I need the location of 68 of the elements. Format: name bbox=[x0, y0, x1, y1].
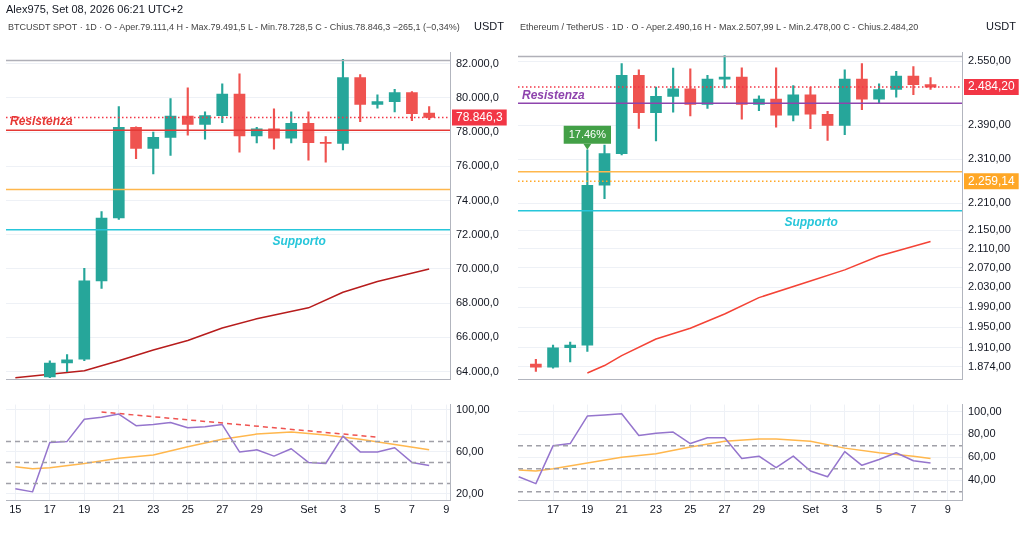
y-axis-title: USDT bbox=[474, 20, 504, 32]
x-tick-label: 15 bbox=[9, 503, 22, 516]
y-tick-label: 74.000,0 bbox=[456, 193, 499, 206]
x-tick-label: 19 bbox=[581, 503, 594, 516]
chart-title: Ethereum / TetherUS · 1D · O - Aper.2.490,16 H - Max.2.507,99 L - Min.2.478,00 C - Chius.2.484,20 bbox=[520, 22, 919, 32]
y-tick-label: 100,00 bbox=[968, 404, 1002, 417]
y-tick-label: 100,00 bbox=[456, 402, 490, 415]
x-tick-label: 29 bbox=[250, 503, 263, 516]
y-tick-label: 2.210,00 bbox=[968, 196, 1011, 209]
y-tick-label: 78.000,0 bbox=[456, 125, 499, 138]
y-tick-label: 76.000,0 bbox=[456, 159, 499, 172]
x-tick-label: 7 bbox=[408, 503, 415, 516]
y-tick-label: 80.000,0 bbox=[456, 90, 499, 103]
x-tick-label: 9 bbox=[944, 503, 951, 516]
y-tick-label: 60,00 bbox=[456, 444, 484, 457]
x-tick-label: 19 bbox=[78, 503, 91, 516]
x-tick-label: 21 bbox=[615, 503, 628, 516]
y-tick-label: 1.990,00 bbox=[968, 300, 1011, 313]
x-tick-label: 23 bbox=[649, 503, 663, 516]
text: Alex975, Set 08, 2026 06:21 UTC+2 bbox=[6, 3, 184, 15]
y-tick-label: 2.310,00 bbox=[968, 152, 1011, 165]
x-tick-label: 3 bbox=[841, 503, 848, 516]
y-tick-label: 40,00 bbox=[968, 473, 996, 486]
ref-line-label: Resistenza bbox=[522, 87, 586, 102]
y-tick-label: 70.000,0 bbox=[456, 262, 499, 275]
y-tick-label: 1.950,00 bbox=[968, 320, 1011, 333]
x-tick-label: 23 bbox=[147, 503, 160, 516]
y-tick-label: 2.390,00 bbox=[968, 118, 1011, 131]
x-tick-label: 27 bbox=[216, 503, 229, 516]
ref-line-label: 78.846,3 bbox=[456, 109, 504, 124]
x-tick-label: 29 bbox=[752, 503, 766, 516]
x-tick-label: 17 bbox=[546, 503, 560, 516]
y-tick-label: 60,00 bbox=[968, 450, 996, 463]
y-tick-label: 2.110,00 bbox=[968, 242, 1011, 255]
x-tick-label: 21 bbox=[112, 503, 125, 516]
y-tick-label: 20,00 bbox=[456, 487, 484, 499]
chart-title: BTCUSDT SPOT · 1D · O - Aper.79.111,4 H - Max.79.491,5 L - Min.78.728,5 C - Chius.78.846,3 −265,1 (−0,34%) bbox=[8, 22, 460, 32]
y-tick-label: 68.000,0 bbox=[456, 296, 499, 309]
ref-line-label: 2.259,14 bbox=[968, 173, 1016, 188]
candlestick bbox=[371, 94, 384, 109]
y-tick-label: 80,00 bbox=[968, 427, 996, 440]
y-axis-title: USDT bbox=[986, 20, 1016, 32]
x-tick-label: Set bbox=[300, 503, 317, 516]
y-tick-label: 2.550,00 bbox=[968, 54, 1011, 67]
annotation: 17.46% bbox=[568, 127, 607, 140]
x-tick-label: 17 bbox=[43, 503, 56, 516]
y-tick-label: 2.150,00 bbox=[968, 223, 1011, 236]
x-tick-label: 7 bbox=[910, 503, 917, 516]
ref-line-label: Supporto bbox=[272, 234, 326, 249]
x-tick-label: 25 bbox=[684, 503, 697, 516]
x-tick-label: 5 bbox=[876, 503, 883, 516]
x-tick-label: 9 bbox=[443, 503, 450, 516]
ref-line-label: Resistenza bbox=[10, 114, 74, 129]
y-tick-label: 64.000,0 bbox=[456, 364, 499, 377]
x-tick-label: 27 bbox=[718, 503, 731, 516]
y-tick-label: 82.000,0 bbox=[456, 56, 499, 69]
x-tick-label: 25 bbox=[181, 503, 194, 516]
x-tick-label: 3 bbox=[339, 503, 347, 516]
y-tick-label: 2.030,00 bbox=[968, 280, 1011, 293]
y-tick-label: 1.910,00 bbox=[968, 340, 1011, 353]
x-tick-label: 5 bbox=[374, 503, 381, 516]
x-tick-label: Set bbox=[802, 503, 819, 516]
y-tick-label: 66.000,0 bbox=[456, 330, 499, 343]
ref-line-label: Supporto bbox=[784, 215, 838, 230]
y-tick-label: 2.070,00 bbox=[968, 260, 1011, 273]
ref-line-label: 2.484,20 bbox=[968, 79, 1016, 94]
y-tick-label: 1.874,00 bbox=[968, 359, 1011, 372]
y-tick-label: 72.000,0 bbox=[456, 227, 499, 240]
